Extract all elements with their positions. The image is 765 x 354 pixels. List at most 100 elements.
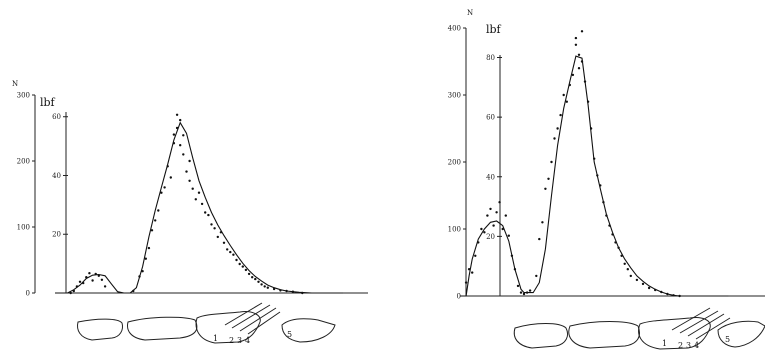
right-foot-outline [513,307,765,350]
outer-tick-label: 200 [448,159,461,167]
data-point [179,144,182,147]
data-point [82,281,85,285]
data-point [501,227,504,231]
data-point [495,211,498,214]
data-point [72,289,76,293]
data-point [498,201,501,204]
left-data-points [69,113,304,295]
data-point [182,134,185,137]
left-toe-label-1: 1 [213,334,218,343]
data-point [635,278,639,282]
data-point [188,159,191,163]
data-point [577,53,581,56]
data-point [620,254,623,257]
data-point [486,214,489,217]
data-point [617,246,620,249]
data-point [272,287,276,291]
data-point [556,127,559,130]
data-point [285,289,288,293]
data-point [586,100,590,103]
data-point [254,277,257,281]
left-toe-label-3: 3 [237,336,242,345]
right-outer-unit-label: N [467,9,473,17]
outer-tick-label: 0 [26,290,30,298]
data-point [528,289,532,292]
data-point [229,250,232,254]
data-point [232,253,235,256]
data-point [150,229,154,232]
data-point [241,265,244,268]
right-foot-forefoot [638,317,711,350]
right-data-points [464,30,681,298]
inner-tick-label: 80 [486,54,495,62]
left-foot-heel [77,318,123,341]
data-point [169,176,172,179]
data-point [535,274,538,278]
data-point [91,279,94,282]
right-toe-labels: 1 2 3 4 5 [662,335,730,350]
data-point [605,214,608,217]
data-point [672,294,675,297]
inner-tick-label: 60 [486,114,495,122]
data-point [602,201,605,204]
data-point [172,133,176,136]
right-fitted-curve [460,55,729,297]
outer-tick-label: 0 [457,293,461,301]
data-point [144,257,147,260]
data-point [480,227,483,231]
data-point [185,170,188,173]
data-point [191,187,194,190]
data-point [483,231,486,234]
data-point [175,113,179,117]
right-inner-axis: lbf [486,23,502,296]
data-point [94,272,97,276]
data-point [516,284,520,288]
data-point [623,262,626,265]
data-point [260,283,263,286]
data-point [568,83,571,87]
data-point [565,100,568,103]
data-point [235,258,238,262]
data-point [160,191,163,194]
inner-tick-label: 40 [486,173,495,181]
data-point [244,268,248,272]
right-foot-toes [671,307,765,348]
right-outer-axis: N [465,9,473,296]
data-point [141,270,144,273]
data-point [525,291,529,294]
data-point [257,280,260,283]
right-foot-midfoot [568,321,640,349]
data-point [467,268,471,271]
data-point [562,93,565,97]
inner-tick-label: 20 [486,233,495,241]
data-point [263,285,266,288]
data-point [301,291,304,295]
data-point [188,179,191,182]
data-point [504,214,507,217]
outer-tick-label: 300 [17,92,30,100]
data-point [179,118,182,122]
data-point [251,276,254,279]
data-point [75,285,79,288]
data-point [510,254,514,257]
data-point [194,198,197,201]
data-point [614,241,617,244]
data-point [507,234,510,237]
data-point [538,237,541,241]
outer-tick-label: 200 [17,158,30,166]
data-point [166,165,169,168]
data-point [477,241,480,244]
right-toe-label-1: 1 [662,339,667,348]
left-outer-ticks: 0 100 200 300 [17,92,35,298]
outer-tick-label: 300 [448,92,461,100]
left-foot-midfoot [127,316,198,341]
data-point [147,246,151,250]
data-point [541,221,544,224]
right-toe-label-2: 2 [678,341,683,350]
data-point [471,271,474,274]
data-point [492,224,495,227]
right-inner-ticks: 20 40 60 80 [486,54,502,241]
left-toe-labels: 1 2 3 4 5 [213,330,292,345]
data-point [200,202,204,206]
